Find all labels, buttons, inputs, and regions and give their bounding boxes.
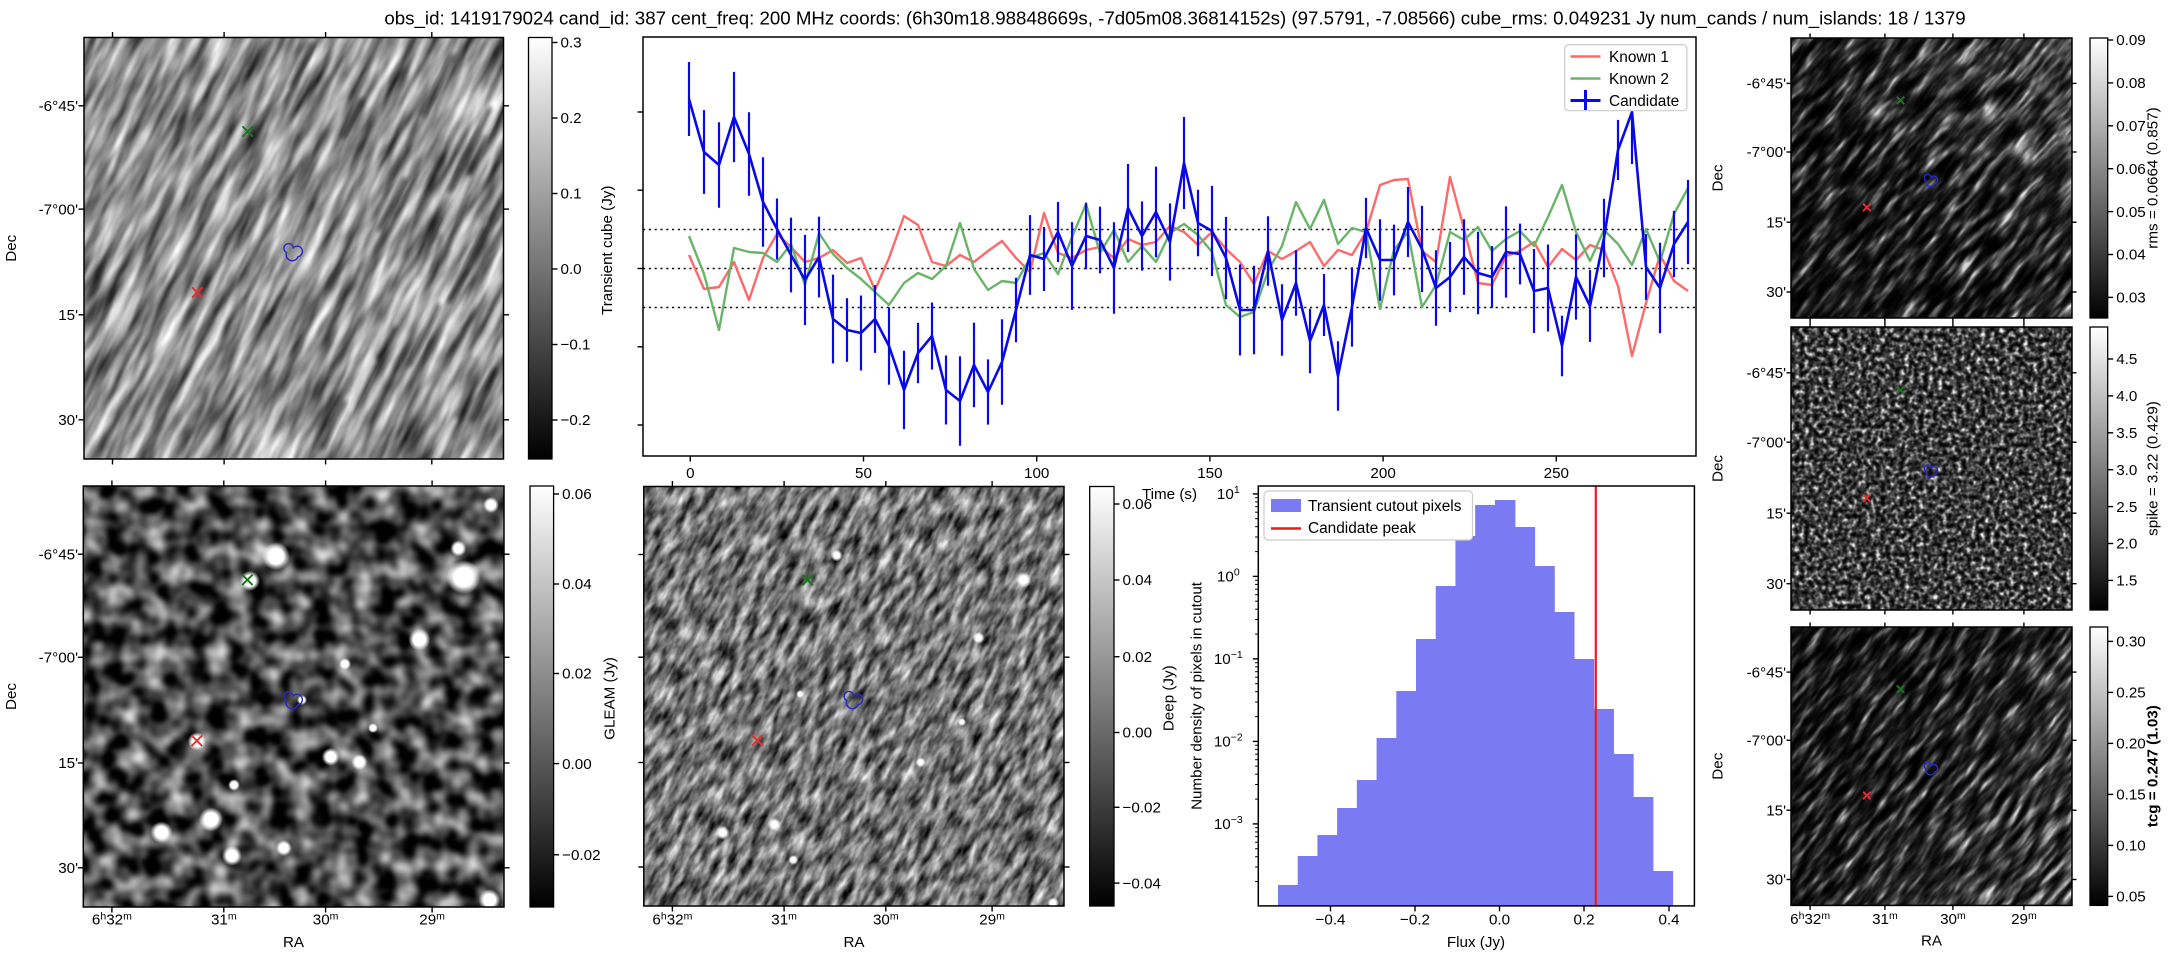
svg-text:15': 15' [1766,802,1786,819]
svg-text:tcg = 0.247 (1.03): tcg = 0.247 (1.03) [2145,705,2162,827]
svg-text:−0.04: −0.04 [1123,875,1161,892]
svg-text:0.30: 0.30 [2116,634,2146,651]
svg-text:0.00: 0.00 [562,756,592,773]
svg-text:100: 100 [1024,465,1049,482]
svg-text:0.2: 0.2 [1573,912,1594,929]
svg-text:0.07: 0.07 [2116,118,2146,135]
svg-text:0.06: 0.06 [562,486,592,503]
svg-text:250: 250 [1544,465,1569,482]
svg-text:Dec: Dec [1710,455,1727,482]
svg-text:−0.2: −0.2 [1400,912,1430,929]
svg-text:0.09: 0.09 [2116,32,2146,49]
svg-text:-6°45': -6°45' [39,546,78,563]
svg-text:-7°00': -7°00' [1747,434,1786,451]
svg-text:0.00: 0.00 [1123,725,1153,742]
svg-text:RA: RA [283,934,305,951]
svg-text:Number density of pixels in cu: Number density of pixels in cutout [1189,581,1206,810]
svg-text:Candidate peak: Candidate peak [1308,520,1416,537]
svg-text:3.5: 3.5 [2116,425,2137,442]
svg-text:-7°00': -7°00' [39,201,78,218]
svg-text:RA: RA [1921,933,1943,950]
svg-text:−0.1: −0.1 [561,337,591,354]
svg-text:200: 200 [1370,465,1395,482]
svg-text:GLEAM (Jy): GLEAM (Jy) [602,657,619,740]
svg-text:spike = 3.22 (0.429): spike = 3.22 (0.429) [2145,401,2162,536]
svg-text:-6°45': -6°45' [1747,365,1786,382]
svg-text:Candidate: Candidate [1609,93,1679,110]
svg-text:6h32m: 6h32m [92,911,132,929]
svg-text:Dec: Dec [3,234,20,261]
svg-text:30': 30' [1766,284,1786,301]
svg-text:0.0: 0.0 [1489,912,1510,929]
svg-text:0.4: 0.4 [1658,912,1679,929]
svg-text:4.5: 4.5 [2116,351,2137,368]
svg-text:3.0: 3.0 [2116,462,2137,479]
svg-text:30': 30' [1766,576,1786,593]
svg-text:0.10: 0.10 [2116,838,2146,855]
svg-text:0.05: 0.05 [2116,204,2146,221]
svg-text:2.5: 2.5 [2116,499,2137,516]
svg-text:15': 15' [58,307,78,324]
svg-text:0.04: 0.04 [1123,572,1153,589]
svg-text:0.05: 0.05 [2116,889,2146,906]
svg-text:30': 30' [58,412,78,429]
svg-text:RA: RA [843,934,865,951]
svg-text:Dec: Dec [3,683,20,710]
svg-text:-7°00': -7°00' [39,650,78,667]
svg-text:Transient cutout pixels: Transient cutout pixels [1308,498,1462,515]
svg-text:Known 1: Known 1 [1609,49,1669,66]
svg-text:-6°45': -6°45' [1747,76,1786,93]
svg-text:Flux (Jy): Flux (Jy) [1447,934,1505,951]
svg-text:−0.2: −0.2 [561,412,591,429]
svg-text:15': 15' [58,755,78,772]
svg-text:4.0: 4.0 [2116,388,2137,405]
svg-text:rms = 0.0664 (0.857): rms = 0.0664 (0.857) [2145,107,2162,248]
svg-text:50: 50 [855,465,872,482]
svg-text:obs_id: 1419179024 cand_id: 38: obs_id: 1419179024 cand_id: 387 cent_fre… [384,8,1965,30]
svg-text:Dec: Dec [1710,752,1727,779]
svg-text:-6°45': -6°45' [1747,664,1786,681]
svg-text:−0.02: −0.02 [1123,800,1161,817]
svg-text:0.1: 0.1 [561,186,582,203]
svg-text:0.2: 0.2 [561,110,582,127]
svg-text:-7°00': -7°00' [1747,144,1786,161]
svg-text:0.03: 0.03 [2116,290,2146,307]
svg-text:0.15: 0.15 [2116,787,2146,804]
svg-text:0.25: 0.25 [2116,685,2146,702]
svg-text:30': 30' [1766,872,1786,889]
svg-text:0.02: 0.02 [1123,649,1153,666]
svg-text:0.20: 0.20 [2116,736,2146,753]
svg-text:0.04: 0.04 [562,576,592,593]
svg-text:0: 0 [686,465,694,482]
svg-text:-7°00': -7°00' [1747,733,1786,750]
svg-text:15': 15' [1766,505,1786,522]
svg-text:Time (s): Time (s) [1142,486,1197,503]
svg-text:1.5: 1.5 [2116,573,2137,590]
svg-text:30': 30' [58,860,78,877]
svg-text:Known 2: Known 2 [1609,71,1669,88]
svg-text:0.04: 0.04 [2116,247,2146,264]
svg-text:Transient cube (Jy): Transient cube (Jy) [599,186,616,315]
svg-text:0.08: 0.08 [2116,75,2146,92]
svg-text:Deep (Jy): Deep (Jy) [1160,665,1177,731]
svg-text:−0.02: −0.02 [562,847,600,864]
svg-text:150: 150 [1197,465,1222,482]
svg-text:Dec: Dec [1710,164,1727,191]
svg-text:-6°45': -6°45' [39,98,78,115]
svg-text:15': 15' [1766,214,1786,231]
svg-text:−0.4: −0.4 [1316,912,1346,929]
svg-text:0.3: 0.3 [561,35,582,52]
svg-text:0.0: 0.0 [561,261,582,278]
svg-text:2.0: 2.0 [2116,536,2137,553]
svg-text:0.06: 0.06 [2116,161,2146,178]
svg-text:0.06: 0.06 [1123,496,1153,513]
svg-text:0.02: 0.02 [562,666,592,683]
